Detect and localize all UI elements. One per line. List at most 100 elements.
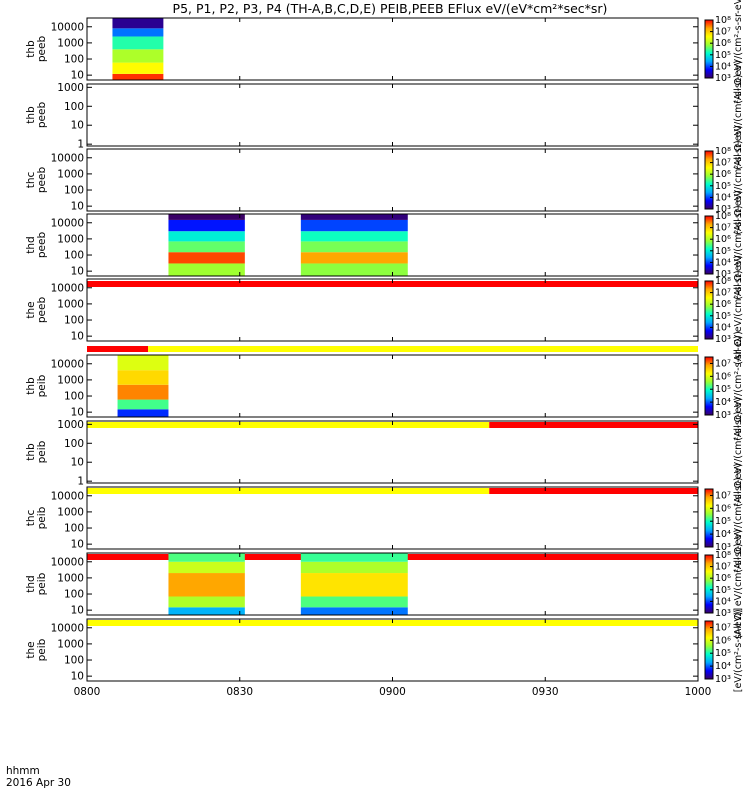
spectrogram-cell-0-3 (112, 36, 164, 50)
colorbar-tick-label: 10⁵ (715, 246, 731, 257)
x-footer-unit: hhmm (6, 765, 40, 777)
x-tick-label: 0930 (532, 686, 559, 698)
colorbar-tick-label: 10⁶ (715, 503, 731, 514)
spectrogram-cell-0-1 (112, 62, 164, 74)
y-tick-label: 10 (71, 70, 84, 82)
colorbar-tick-label: 10³ (715, 674, 731, 685)
y-tick-label: 10000 (51, 556, 84, 568)
spectrogram-cell-1-3 (300, 561, 408, 574)
y-tick-label: 10000 (51, 282, 84, 294)
colorbar-tick-label: 10⁵ (715, 384, 731, 395)
y-tick-label: 100 (64, 391, 84, 403)
y-tick-label: 1000 (57, 374, 84, 386)
colorbar-tick-label: 10³ (715, 204, 731, 215)
y-tick-label: 10 (71, 605, 84, 617)
colorbar-label: (All Ω) eV/(cm²-s-sr-eV) (733, 60, 744, 170)
colorbar (704, 150, 714, 210)
colorbar-tick-label: 10⁴ (715, 596, 731, 607)
y-tick-label: 10000 (51, 490, 84, 502)
colorbar-tick-label: 10⁶ (715, 299, 731, 310)
spectrogram-cell-0-4 (168, 219, 245, 232)
panel-label-probe: thb (25, 377, 37, 395)
status-bar-yellow (148, 346, 699, 352)
colorbar-label: (All Ω) eV/(cm²-s-sr-eV) (733, 0, 744, 104)
y-tick-label: 10 (71, 120, 84, 132)
status-bar-yellow (87, 422, 490, 428)
spectrogram-cell-1-4 (300, 553, 408, 562)
y-tick-label: 100 (64, 101, 84, 113)
spectrogram-cell-0-1 (168, 596, 245, 608)
status-bar-red (87, 281, 698, 287)
y-tick-label: 1000 (57, 168, 84, 180)
panel-label-product: peeb (36, 102, 48, 129)
plot-frame (86, 17, 699, 81)
spectrogram-cell-0-4 (168, 553, 245, 562)
spectrogram-cell-1-4 (300, 219, 408, 232)
colorbar-tick-label: 10⁶ (715, 169, 731, 180)
status-bar-yellow (87, 488, 490, 494)
colorbar-tick-label: 10⁷ (715, 562, 731, 573)
panel-label-probe: thb (25, 40, 37, 58)
y-tick-label: 10 (71, 539, 84, 551)
plot-frame (86, 278, 699, 342)
plot-frame (86, 618, 699, 682)
colorbar-tick-label: 10⁸ (715, 211, 731, 222)
spectrogram-cell-0-2 (112, 49, 164, 63)
y-tick-label: 1000 (57, 572, 84, 584)
plot-frame (86, 148, 699, 212)
y-tick-label: 100 (64, 185, 84, 197)
panel-label-product: peib (36, 374, 48, 397)
spectrogram-cell-0-3 (117, 370, 169, 385)
spectrogram-cell-0-4 (112, 28, 164, 37)
y-tick-label: 10000 (51, 358, 84, 370)
colorbar-tick-label: 10⁶ (715, 38, 731, 49)
colorbar-tick-label: 10⁶ (715, 635, 731, 646)
spectrogram-cell-0-0 (112, 73, 164, 80)
colorbar-tick-label: 10⁴ (715, 192, 731, 203)
colorbar (704, 215, 714, 275)
colorbar (704, 620, 714, 680)
colorbar-tick-label: 10⁶ (715, 234, 731, 245)
colorbar-tick-label: 10³ (715, 410, 731, 421)
y-tick-label: 10 (71, 457, 84, 469)
y-tick-label: 10000 (51, 217, 84, 229)
y-tick-label: 100 (64, 438, 84, 450)
y-tick-label: 1000 (57, 298, 84, 310)
x-tick-label: 0830 (226, 686, 253, 698)
spectrogram-cell-0-5 (168, 214, 245, 220)
y-tick-label: 1000 (57, 82, 84, 94)
x-footer-date: 2016 Apr 30 (6, 777, 71, 789)
colorbar (704, 554, 714, 614)
spectrogram-cell-1-5 (300, 214, 408, 220)
y-tick-label: 100 (64, 250, 84, 262)
plot-frame (86, 420, 699, 484)
colorbar-tick-label: 10⁵ (715, 50, 731, 61)
y-tick-label: 10 (71, 266, 84, 278)
y-tick-label: 10 (71, 331, 84, 343)
y-tick-label: 100 (64, 54, 84, 66)
colorbar-tick-label: 10³ (715, 334, 731, 345)
spectrogram-cell-0-0 (117, 409, 169, 417)
colorbar-tick-label: 10⁷ (715, 288, 731, 299)
colorbar-tick-label: 10⁷ (715, 490, 731, 501)
spectrogram-cell-1-1 (300, 252, 408, 264)
panel-thb-peib-5: 10 100 1000 10000 thb peib 10³ 10⁴ 10⁵ 10⁶ 10⁷ (All… (25, 331, 744, 441)
spectrogram-cell-0-1 (117, 399, 169, 410)
colorbar-tick-label: 10⁷ (715, 223, 731, 234)
panel-label-product: peib (36, 572, 48, 595)
y-tick-label: 1000 (57, 233, 84, 245)
colorbar-tick-label: 10⁷ (715, 622, 731, 633)
panel-label-probe: thc (25, 510, 37, 527)
panel-label-probe: thb (25, 106, 37, 124)
spectrogram-cell-0-2 (117, 384, 169, 400)
plot-frame (86, 354, 699, 418)
spectrogram-cell-0-3 (168, 231, 245, 242)
colorbar-tick-label: 10⁵ (715, 516, 731, 527)
colorbar-tick-label: 10³ (715, 542, 731, 553)
spectrogram-cell-1-2 (300, 573, 408, 597)
y-tick-label: 10 (71, 201, 84, 213)
colorbar-tick-label: 10⁷ (715, 158, 731, 169)
panel-label-probe: thd (25, 575, 37, 592)
